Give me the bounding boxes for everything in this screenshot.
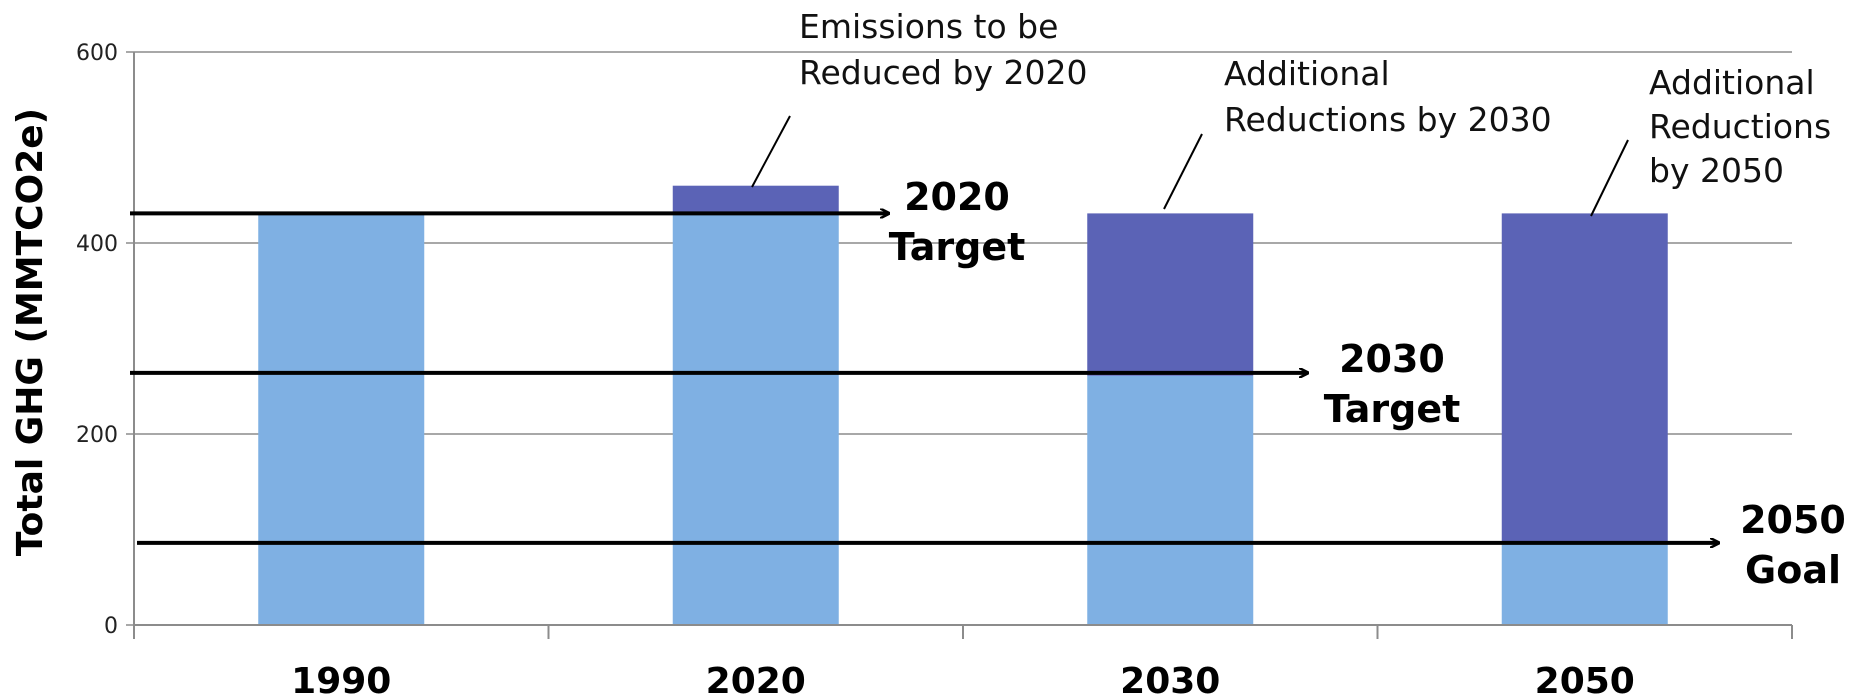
- annotation-text: Emissions to be: [799, 7, 1058, 46]
- y-axis-label: Total GHG (MMTCO2e): [10, 108, 51, 556]
- target-label: 2030: [1339, 337, 1445, 381]
- annotation-text: by 2050: [1649, 151, 1784, 190]
- annotation-leader-line: [1590, 139, 1629, 217]
- annotation-text: Reduced by 2020: [799, 53, 1087, 92]
- annotation-text: Reductions by 2030: [1224, 100, 1552, 139]
- y-tick-label: 0: [104, 614, 118, 639]
- annotation-leader-line: [1163, 133, 1203, 210]
- y-tick-label: 400: [76, 232, 118, 257]
- y-tick-label: 200: [76, 423, 118, 448]
- annotations: Emissions to be Reduced by 2020 Additional…: [751, 7, 1831, 217]
- bar-2020-segment-2: [672, 185, 839, 214]
- y-tick-label: 600: [76, 41, 118, 66]
- annotation-text: Additional: [1649, 63, 1815, 102]
- x-tick-label: 2030: [1120, 661, 1220, 699]
- annotation-text: Reductions: [1649, 107, 1831, 146]
- bar-2050-segment-1: [1501, 542, 1668, 625]
- bars: [258, 185, 1668, 625]
- target-arrows: 2020 Target 2030 Target 2050 Goal: [130, 175, 1846, 592]
- bar-2050-segment-2: [1501, 213, 1668, 543]
- x-tick-label: 2050: [1535, 661, 1635, 699]
- annotation-leader-line: [751, 115, 791, 188]
- target-label: 2050: [1740, 498, 1846, 542]
- bar-1990-segment-1: [258, 213, 425, 625]
- target-label: Target: [1324, 387, 1461, 431]
- bar-2020-segment-1: [672, 213, 839, 625]
- x-tick-label: 1990: [291, 661, 391, 699]
- x-tick-label: 2020: [706, 661, 806, 699]
- bar-2030-segment-2: [1087, 213, 1254, 376]
- target-label: Goal: [1745, 548, 1841, 592]
- axes: 0 200 400 600 1990 2020 2030 2050: [76, 41, 1793, 699]
- target-label: Target: [889, 225, 1026, 269]
- bar-2030-segment-1: [1087, 375, 1254, 625]
- target-label: 2020: [904, 175, 1010, 219]
- annotation-text: Additional: [1224, 54, 1390, 93]
